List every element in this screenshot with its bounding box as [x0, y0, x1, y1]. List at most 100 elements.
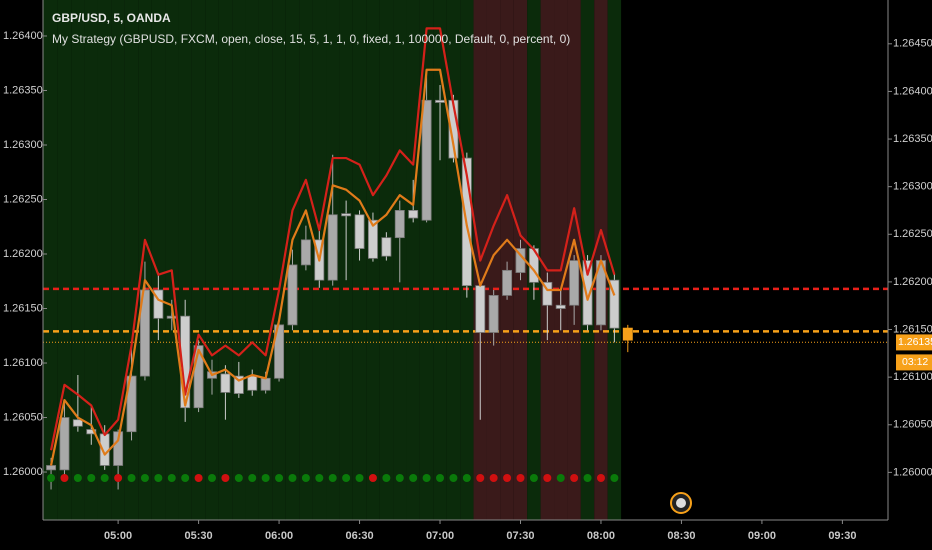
candle-body: [421, 99, 432, 221]
candle-body: [609, 279, 620, 329]
candle-body: [327, 214, 338, 281]
x-tick-label: 07:30: [506, 530, 534, 542]
x-tick-label: 05:00: [104, 530, 132, 542]
signal-dot: [208, 474, 216, 482]
candle-body: [233, 375, 244, 394]
x-tick-label: 09:30: [828, 530, 856, 542]
x-tick-label: 08:00: [587, 530, 615, 542]
signal-zone: [540, 0, 555, 520]
candle-body: [569, 260, 580, 306]
chart-title: GBP/USD, 5, OANDA: [52, 11, 171, 25]
signal-zone: [43, 0, 58, 520]
y2-tick-label: 1.26100: [893, 371, 932, 383]
candle-body: [381, 237, 392, 257]
candle-body: [247, 375, 258, 391]
signal-dot: [355, 474, 364, 482]
y2-tick-label: 1.26250: [893, 228, 932, 240]
price-label-box: [896, 334, 932, 351]
signal-dot: [301, 474, 310, 482]
y-tick-label: 1.26350: [3, 84, 43, 96]
signal-dot: [248, 474, 257, 482]
signal-dot: [87, 474, 96, 482]
x-tick-label: 09:00: [748, 530, 776, 542]
signal-zone: [486, 0, 501, 520]
signal-dot: [194, 474, 203, 482]
candle-body: [542, 281, 553, 306]
candle-body: [488, 295, 499, 333]
candle-body: [394, 209, 405, 239]
y2-tick-label: 1.26150: [893, 323, 932, 335]
signal-dot: [100, 474, 109, 482]
indicator-line: [49, 68, 616, 466]
signal-dot: [382, 474, 391, 482]
y2-tick-label: 1.26000: [893, 466, 932, 478]
y-tick-label: 1.26200: [3, 248, 43, 260]
y2-tick-label: 1.26400: [893, 85, 932, 97]
signal-dot: [583, 474, 592, 482]
signal-dot: [154, 474, 163, 482]
signal-dot: [73, 474, 82, 482]
signal-dot: [275, 474, 284, 482]
signal-dot: [436, 474, 445, 482]
candle-body: [435, 99, 445, 103]
candle-body: [46, 465, 57, 471]
candle-body: [287, 264, 298, 326]
y2-tick-label: 1.26350: [893, 133, 932, 145]
signal-dot: [368, 474, 377, 482]
candle-body: [59, 417, 70, 471]
signal-dot: [516, 474, 525, 482]
y2-tick-label: 1.26300: [893, 181, 932, 193]
candle-body: [126, 375, 137, 433]
candle-body: [408, 209, 419, 219]
candle-body: [113, 431, 124, 466]
candle-body: [193, 345, 204, 409]
chart-subtitle: My Strategy (GBPUSD, FXCM, open, close, …: [52, 32, 570, 46]
candle-body: [72, 419, 83, 427]
candle-body: [166, 315, 177, 319]
candle-body: [367, 219, 378, 259]
signal-zone: [607, 0, 622, 520]
y2-tick-label: 1.26050: [893, 419, 932, 431]
signal-dot: [570, 474, 579, 482]
signal-dot: [234, 474, 243, 482]
signal-zone: [433, 0, 447, 520]
x-tick-label: 07:00: [426, 530, 454, 542]
signal-zone: [218, 0, 233, 520]
signal-zone: [554, 0, 568, 520]
y-tick-label: 1.26300: [3, 139, 43, 151]
y-tick-label: 1.26050: [3, 411, 43, 423]
signal-dot: [288, 474, 297, 482]
signal-dot: [409, 474, 418, 482]
candle-body: [622, 327, 633, 341]
signal-dot: [529, 474, 538, 482]
signal-dot: [422, 474, 431, 482]
signal-dot: [328, 474, 337, 482]
signal-dot: [315, 474, 324, 482]
signal-zone: [97, 0, 112, 520]
signal-dot: [167, 474, 176, 482]
signal-dot: [476, 474, 485, 482]
candle-body: [220, 373, 231, 393]
signal-dot: [140, 474, 149, 482]
signal-dot: [60, 474, 69, 482]
signal-dot: [114, 474, 123, 482]
price-label: 1.26135: [898, 336, 932, 348]
y-tick-label: 1.26100: [3, 357, 43, 369]
signal-zone: [57, 0, 72, 520]
signal-zone: [151, 0, 166, 520]
indicator-line: [49, 27, 616, 451]
x-tick-label: 06:00: [265, 530, 293, 542]
signal-zone: [500, 0, 514, 520]
signal-dot: [47, 474, 56, 482]
countdown: 03:12: [902, 356, 928, 368]
x-tick-label: 08:30: [667, 530, 695, 542]
y-tick-label: 1.26000: [3, 466, 43, 478]
signal-zone: [272, 0, 286, 520]
signal-zone: [258, 0, 273, 520]
candle-body: [475, 285, 486, 333]
candle-body: [86, 429, 97, 435]
x-tick-label: 05:30: [185, 530, 213, 542]
y2-tick-label: 1.26200: [893, 276, 932, 288]
signal-dot: [489, 474, 498, 482]
